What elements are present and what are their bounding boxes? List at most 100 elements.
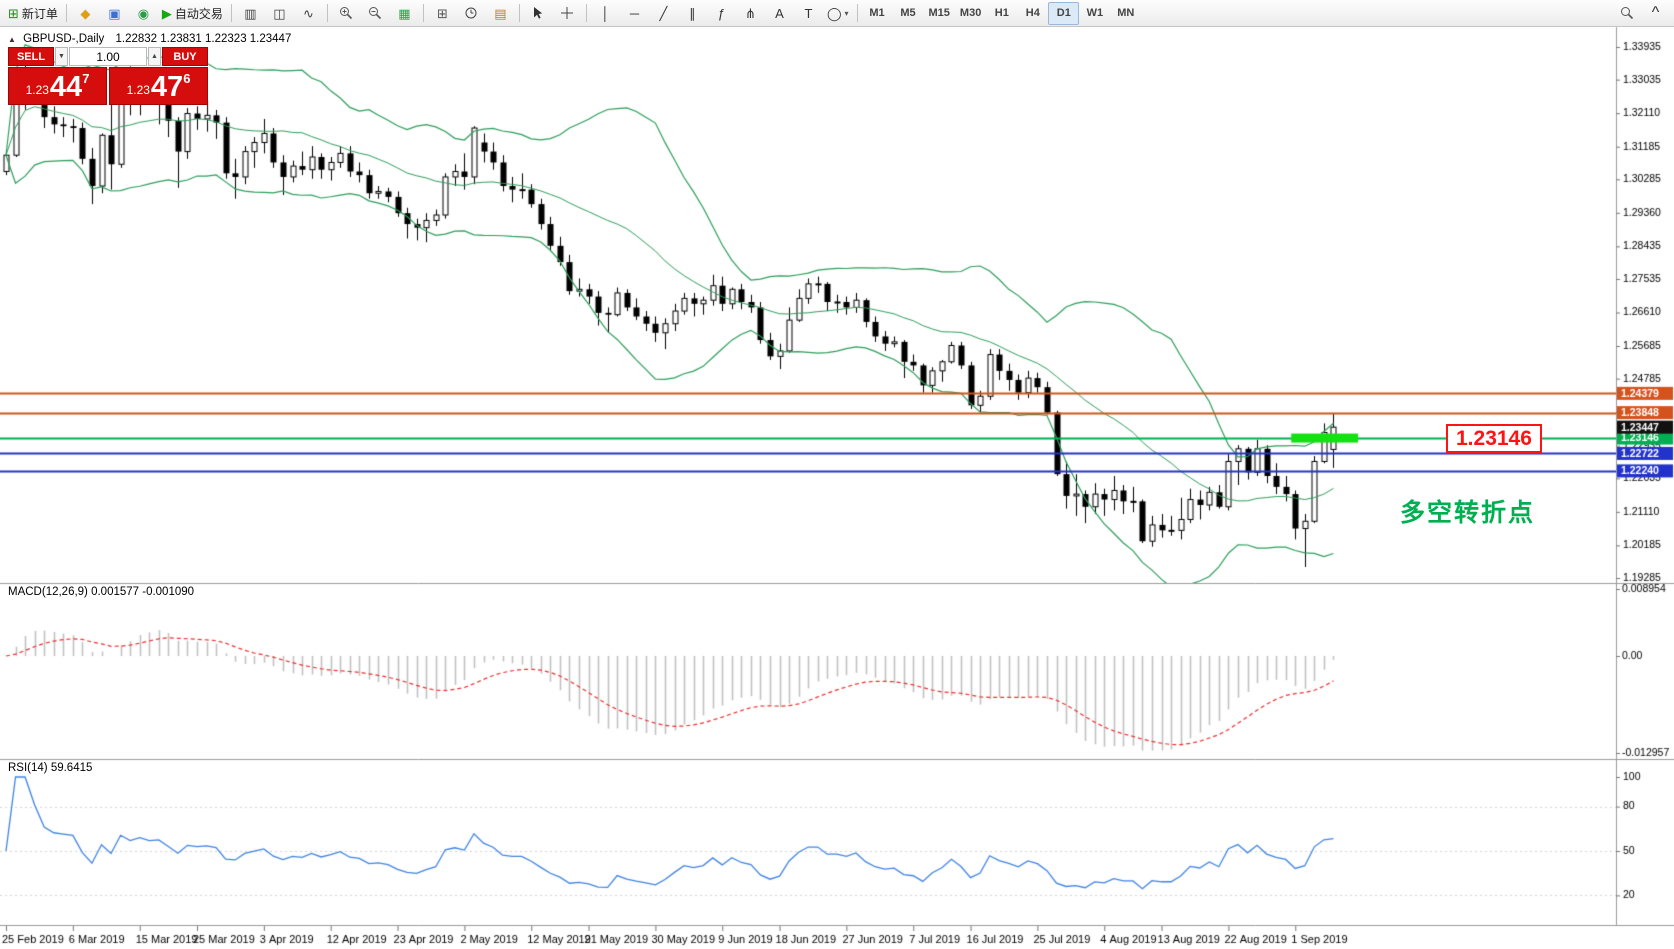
sell-options-caret[interactable]: ▼ <box>55 47 68 66</box>
buy-price-big-digits: 47 <box>150 71 184 104</box>
pitchfork-icon: ⋔ <box>744 5 756 21</box>
vline-icon: │ <box>601 5 610 21</box>
autotrade-button[interactable]: ▶ 自动交易 <box>158 2 227 25</box>
toolbar-separator <box>585 4 587 22</box>
timeframe-m5[interactable]: M5 <box>900 7 916 19</box>
order-plus-icon: ⊞ <box>8 5 19 21</box>
label-button[interactable]: T <box>794 2 823 25</box>
chevron-up-icon: ^ <box>1651 4 1660 21</box>
toolbar-separator <box>326 4 328 22</box>
pivot-note: 多空转折点 <box>1400 499 1536 527</box>
sell-price-big-digits: 44 <box>49 71 83 104</box>
bars-icon: ▥ <box>244 5 257 21</box>
sell-button[interactable]: SELL <box>8 47 54 66</box>
cursor-icon <box>531 6 545 20</box>
buy-price-prefix: 1.23 <box>126 83 150 97</box>
window-plus-icon: ⊞ <box>436 5 448 21</box>
timeframe-m30[interactable]: M30 <box>959 7 982 19</box>
shapes-button[interactable]: ◯ ▾ <box>823 2 853 25</box>
fibonacci-icon: ƒ <box>717 5 726 21</box>
vertical-line-button[interactable]: │ <box>591 2 620 25</box>
timeframe-group: M1 M5 M15 M30 H1 H4 D1 W1 MN <box>862 0 1142 26</box>
price-callout: 1.23146 <box>1446 424 1542 453</box>
refresh-icon: ◉ <box>137 5 150 21</box>
toolbar-collapse-button[interactable]: ^ <box>1641 2 1670 25</box>
chart-window-button[interactable]: ▣ <box>100 2 129 25</box>
buy-price-panel[interactable]: 1.23 47 6 <box>109 67 208 105</box>
cursor-button[interactable] <box>524 2 553 25</box>
volume-input[interactable]: 1.00 <box>69 47 147 66</box>
toolbar-separator <box>422 4 424 22</box>
search-button[interactable] <box>1612 2 1641 25</box>
timeframe-h4[interactable]: H4 <box>1025 7 1040 19</box>
one-click-trading-panel: SELL ▼ 1.00 ▲ BUY 1.23 44 7 1.23 47 6 <box>8 47 208 105</box>
new-order-button[interactable]: ⊞ 新订单 <box>4 2 62 25</box>
sell-price-prefix: 1.23 <box>25 83 49 97</box>
grid-icon: ▦ <box>398 5 411 21</box>
timeframe-m1[interactable]: M1 <box>869 7 885 19</box>
periods-button[interactable] <box>457 2 486 25</box>
clock-icon <box>464 6 478 20</box>
bar-chart-button[interactable]: ▥ <box>236 2 265 25</box>
chart-window-icon: ▣ <box>108 5 121 21</box>
toolbar-group: ▦ <box>332 0 419 26</box>
autotrade-button-label: 自动交易 <box>174 6 223 21</box>
refresh-button[interactable]: ◉ <box>129 2 158 25</box>
volume-up-caret[interactable]: ▲ <box>148 47 161 66</box>
collapse-arrow-icon[interactable]: ▲ <box>8 35 16 44</box>
grid-button[interactable]: ▦ <box>390 2 419 25</box>
toolbar-group: ⊞ ▤ <box>428 0 515 26</box>
sell-price-pip: 7 <box>82 71 90 86</box>
toolbar-group <box>524 0 582 26</box>
zoom-in-button[interactable] <box>332 2 361 25</box>
crosshair-button[interactable] <box>553 2 582 25</box>
label-icon: T <box>804 5 813 21</box>
timeframe-d1[interactable]: D1 <box>1048 1 1080 25</box>
buy-button[interactable]: BUY <box>162 47 208 66</box>
fibonacci-button[interactable]: ƒ <box>707 2 736 25</box>
horizontal-line-button[interactable]: ─ <box>620 2 649 25</box>
timeframe-w1[interactable]: W1 <box>1086 7 1104 19</box>
hline-icon: ─ <box>629 5 640 21</box>
line-chart-button[interactable]: ∿ <box>294 2 323 25</box>
magnifier-minus-icon <box>368 6 382 20</box>
toolbar-separator <box>65 4 67 22</box>
symbol-title: GBPUSD-,Daily <box>23 33 105 45</box>
line-icon: ∿ <box>302 5 314 21</box>
new-order-button-label: 新订单 <box>21 6 58 21</box>
symbol-ohlc: 1.22832 1.23831 1.22323 1.23447 <box>115 33 292 45</box>
toolbar-group: ⊞ 新订单 <box>4 0 62 26</box>
sell-price-panel[interactable]: 1.23 44 7 <box>8 67 107 105</box>
profiles-button[interactable]: ◆ <box>71 2 100 25</box>
candle-chart-button[interactable]: ◫ <box>265 2 294 25</box>
shapes-icon: ◯ <box>826 5 842 21</box>
symbol-header: ▲ GBPUSD-,Daily 1.22832 1.23831 1.22323 … <box>8 33 291 45</box>
toolbar-group: ◆ ▣ ◉ ▶ 自动交易 <box>71 0 227 26</box>
toolbar-group: ▥ ◫ ∿ <box>236 0 323 26</box>
profiles-icon: ◆ <box>80 5 91 21</box>
dropdown-caret-icon: ▾ <box>844 8 849 18</box>
crosshair-icon <box>560 6 574 20</box>
channel-button[interactable]: ∥ <box>678 2 707 25</box>
text-button[interactable]: A <box>765 2 794 25</box>
new-chart-button[interactable]: ⊞ <box>428 2 457 25</box>
play-icon: ▶ <box>161 5 172 21</box>
timeframe-mn[interactable]: MN <box>1117 7 1135 19</box>
macd-label: MACD(12,26,9) 0.001577 -0.001090 <box>8 586 195 598</box>
toolbar-separator <box>518 4 520 22</box>
timeframe-m15[interactable]: M15 <box>928 7 950 19</box>
template-icon: ▤ <box>494 5 507 21</box>
search-icon <box>1620 6 1634 20</box>
magnifier-plus-icon <box>339 6 353 20</box>
toolbar-separator <box>856 4 858 22</box>
toolbar-separator <box>230 4 232 22</box>
trade-panel-header-row: SELL ▼ 1.00 ▲ BUY <box>8 47 208 66</box>
templates-button[interactable]: ▤ <box>486 2 515 25</box>
timeframe-h1[interactable]: H1 <box>994 7 1009 19</box>
pitchfork-button[interactable]: ⋔ <box>736 2 765 25</box>
zoom-out-button[interactable] <box>361 2 390 25</box>
trade-panel-price-row: 1.23 44 7 1.23 47 6 <box>8 67 208 105</box>
trendline-button[interactable]: ╱ <box>649 2 678 25</box>
